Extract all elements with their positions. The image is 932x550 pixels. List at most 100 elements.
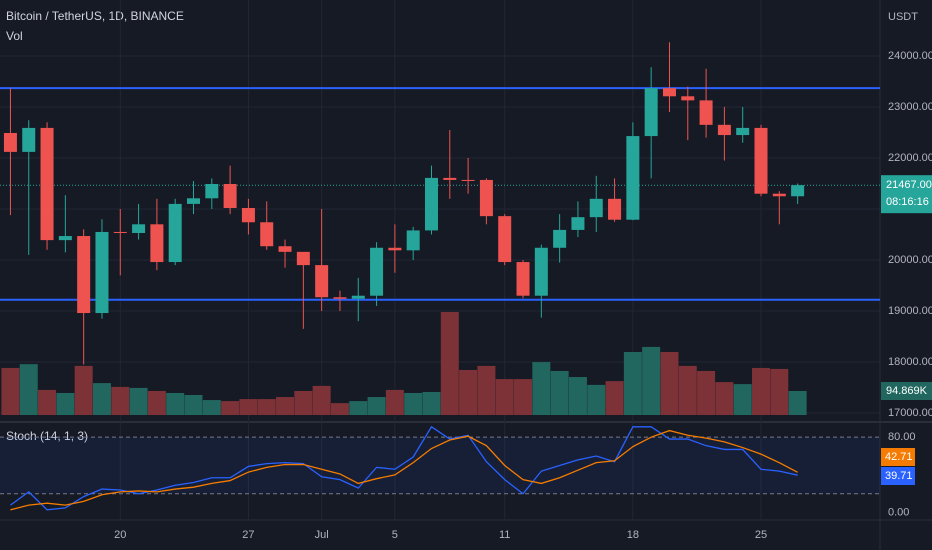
last-price-label: 21467.00: [886, 179, 932, 191]
candles-layer: [3, 42, 805, 365]
volume-bar: [642, 346, 661, 415]
candle-body: [461, 179, 475, 181]
candle-body: [406, 230, 420, 251]
volume-bar: [550, 370, 569, 415]
last-price-box: [881, 175, 932, 214]
candle-body: [168, 203, 182, 263]
grid-layer: [0, 0, 880, 520]
volume-bar: [129, 387, 148, 415]
stoch-band: [0, 437, 880, 494]
volume-bar: [166, 392, 185, 415]
x-tick-label: 25: [755, 529, 767, 541]
candle-body: [370, 247, 384, 296]
candle-body: [77, 236, 91, 314]
volume-bar: [257, 399, 276, 415]
volume-bar: [422, 391, 441, 415]
levels-layer: [0, 87, 880, 301]
candle-body: [516, 262, 530, 296]
stoch-tick-label: 0.00: [888, 507, 909, 519]
candle-body: [40, 127, 54, 241]
stoch-title: Stoch (14, 1, 3): [6, 429, 88, 443]
candle-body: [132, 224, 146, 233]
volume-bar: [532, 362, 551, 415]
volume-bar: [587, 384, 606, 415]
volume-bar: [111, 386, 130, 415]
x-tick-label: 27: [242, 529, 254, 541]
volume-bar: [459, 369, 478, 415]
candle-body: [754, 127, 768, 194]
stoch-value-box: [881, 467, 915, 485]
candle-body: [22, 127, 36, 152]
candle-body: [205, 184, 219, 199]
candle-body: [699, 100, 713, 125]
volume-bar: [202, 400, 221, 415]
candle-body: [58, 236, 72, 241]
volume-bar: [678, 365, 697, 415]
stoch-value-label: 42.71: [885, 451, 913, 463]
candle-body: [388, 247, 402, 251]
y-tick-label: 22000.00: [888, 152, 932, 164]
candle-body: [608, 198, 622, 220]
x-tick-label: 11: [499, 529, 510, 541]
candle-body: [315, 265, 329, 298]
volume-bar: [605, 381, 624, 415]
volume-bar: [330, 403, 349, 415]
candle-body: [571, 217, 585, 230]
y-tick-label: 18000.00: [888, 356, 932, 368]
volume-bar: [770, 368, 789, 415]
candle-body: [772, 193, 786, 197]
y-tick-label: 17000.00: [888, 407, 932, 419]
volume-bar: [294, 390, 313, 415]
candle-body: [791, 185, 805, 197]
volume-bar: [1, 367, 20, 415]
stoch-layer: [10, 425, 798, 511]
countdown-label: 08:16:16: [886, 196, 929, 208]
volume-bar: [349, 401, 368, 415]
candle-body: [553, 229, 567, 248]
x-tick-label: 20: [114, 529, 126, 541]
candle-body: [223, 184, 237, 208]
volume-bar: [221, 401, 240, 415]
candle-body: [589, 198, 603, 218]
volume-bar: [440, 312, 459, 415]
candle-body: [498, 216, 512, 263]
candle-body: [150, 224, 164, 263]
candle-body: [278, 246, 292, 252]
volume-bar: [715, 382, 734, 415]
volume-bar: [733, 384, 752, 415]
x-tick-label: 5: [392, 529, 398, 541]
stoch-value-label: 39.71: [885, 470, 913, 482]
x-tick-label: 18: [627, 529, 639, 541]
y-tick-label: 23000.00: [888, 101, 932, 113]
volume-bar: [514, 379, 533, 415]
volume-bar: [752, 367, 771, 415]
stoch-line: [10, 429, 798, 511]
symbol-title: Bitcoin / TetherUS, 1D, BINANCE: [6, 9, 184, 23]
volume-label: 94.869K: [886, 385, 928, 397]
volume-bar: [56, 392, 75, 415]
candle-body: [681, 96, 695, 101]
candle-body: [424, 177, 438, 231]
volume-title: Vol: [6, 29, 23, 43]
volume-bar: [660, 351, 679, 415]
volume-bar: [477, 365, 496, 415]
candle-body: [534, 247, 548, 296]
volume-bar: [38, 389, 57, 415]
volume-bar: [367, 397, 386, 415]
candle-body: [351, 295, 365, 299]
unit-label: USDT: [888, 11, 918, 23]
volume-bar: [495, 379, 514, 415]
labels-layer: 17000.0018000.0019000.0020000.0021000.00…: [114, 50, 932, 541]
candle-body: [717, 124, 731, 136]
candle-body: [644, 88, 658, 137]
volume-bar: [147, 390, 166, 415]
candle-body: [113, 231, 127, 233]
y-tick-label: 20000.00: [888, 254, 932, 266]
candle-body: [260, 222, 274, 247]
candle-body: [479, 179, 493, 217]
volume-bar: [74, 365, 93, 415]
volume-bar: [239, 399, 258, 415]
volume-bar: [92, 383, 111, 415]
